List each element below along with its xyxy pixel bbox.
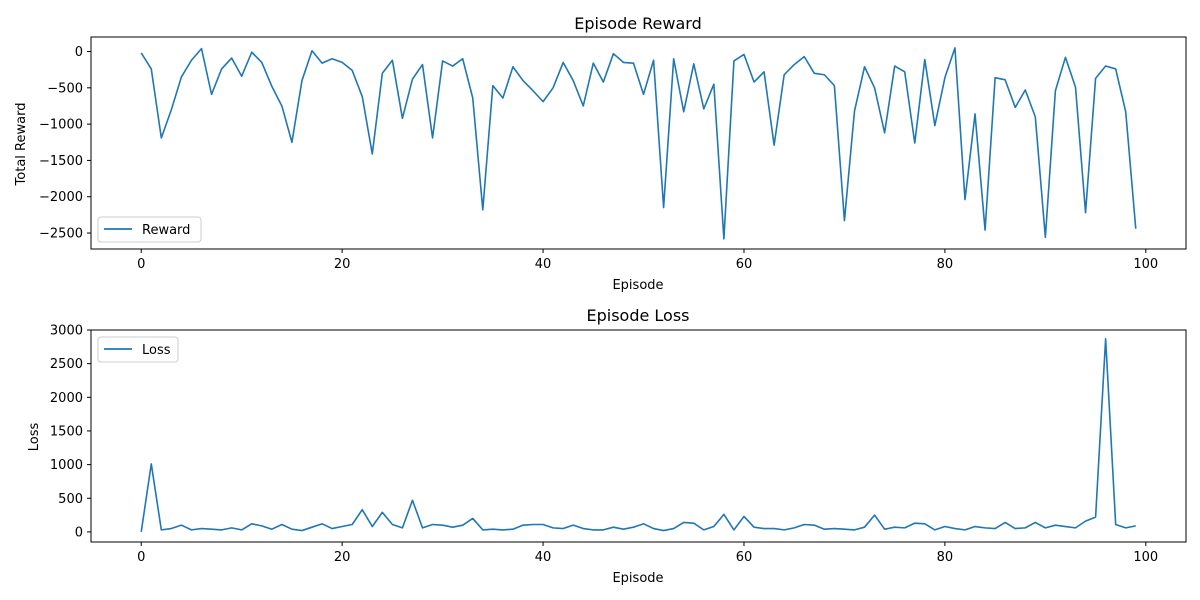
loss-legend-box — [97, 336, 179, 363]
reward-xtick-label: 20 — [334, 257, 351, 272]
reward-ytick-label: 0 — [75, 45, 83, 60]
reward-xtick-label: 100 — [1133, 257, 1158, 272]
reward-ytick-label: −2000 — [39, 190, 83, 205]
reward-chart-legend: Reward — [97, 216, 202, 243]
reward-chart-xlabel: Episode — [612, 278, 663, 293]
loss-xtick-label: 60 — [736, 550, 753, 565]
loss-ytick-label: 2500 — [50, 357, 83, 372]
loss-ytick-label: 0 — [75, 525, 83, 540]
reward-legend-label: Reward — [142, 223, 190, 238]
loss-chart-xlabel: Episode — [612, 571, 663, 586]
loss-ytick-label: 1500 — [50, 424, 83, 439]
reward-xtick-label: 60 — [736, 257, 753, 272]
loss-ytick-label: 1000 — [50, 458, 83, 473]
reward-ytick-label: −500 — [47, 81, 83, 96]
loss-ytick-label: 2000 — [50, 391, 83, 406]
loss-chart-legend: Loss — [97, 336, 179, 363]
reward-series-line — [140, 47, 1137, 240]
reward-ytick-label: −1500 — [39, 154, 83, 169]
loss-chart-panel: Episode Loss Episode Loss Loss 0 20 40 60 80… — [27, 306, 1187, 586]
loss-xtick-label: 80 — [937, 550, 954, 565]
loss-ytick-label: 500 — [58, 492, 83, 507]
reward-legend-box — [97, 216, 202, 243]
reward-xtick-label: 80 — [937, 257, 954, 272]
reward-chart-ylabel: Total Reward — [14, 103, 29, 187]
loss-chart-ylabel: Loss — [27, 423, 42, 452]
loss-chart-title: Episode Loss — [586, 306, 689, 325]
reward-chart-title: Episode Reward — [574, 14, 702, 33]
reward-xtick-label: 40 — [535, 257, 552, 272]
loss-xtick-label: 0 — [137, 550, 145, 565]
loss-legend-label: Loss — [142, 343, 171, 358]
loss-xtick-label: 100 — [1133, 550, 1158, 565]
loss-plot-frame — [90, 329, 1187, 543]
reward-plot-frame — [90, 36, 1187, 250]
loss-ytick-label: 3000 — [50, 324, 83, 339]
loss-xtick-label: 40 — [535, 550, 552, 565]
loss-xtick-label: 20 — [334, 550, 351, 565]
reward-xtick-label: 0 — [137, 257, 145, 272]
loss-series-line — [140, 337, 1136, 533]
reward-ytick-label: −1000 — [39, 118, 83, 133]
reward-ytick-label: −2500 — [39, 227, 83, 242]
reward-chart-panel: Episode Reward Episode Total Reward Rewa… — [14, 14, 1187, 293]
